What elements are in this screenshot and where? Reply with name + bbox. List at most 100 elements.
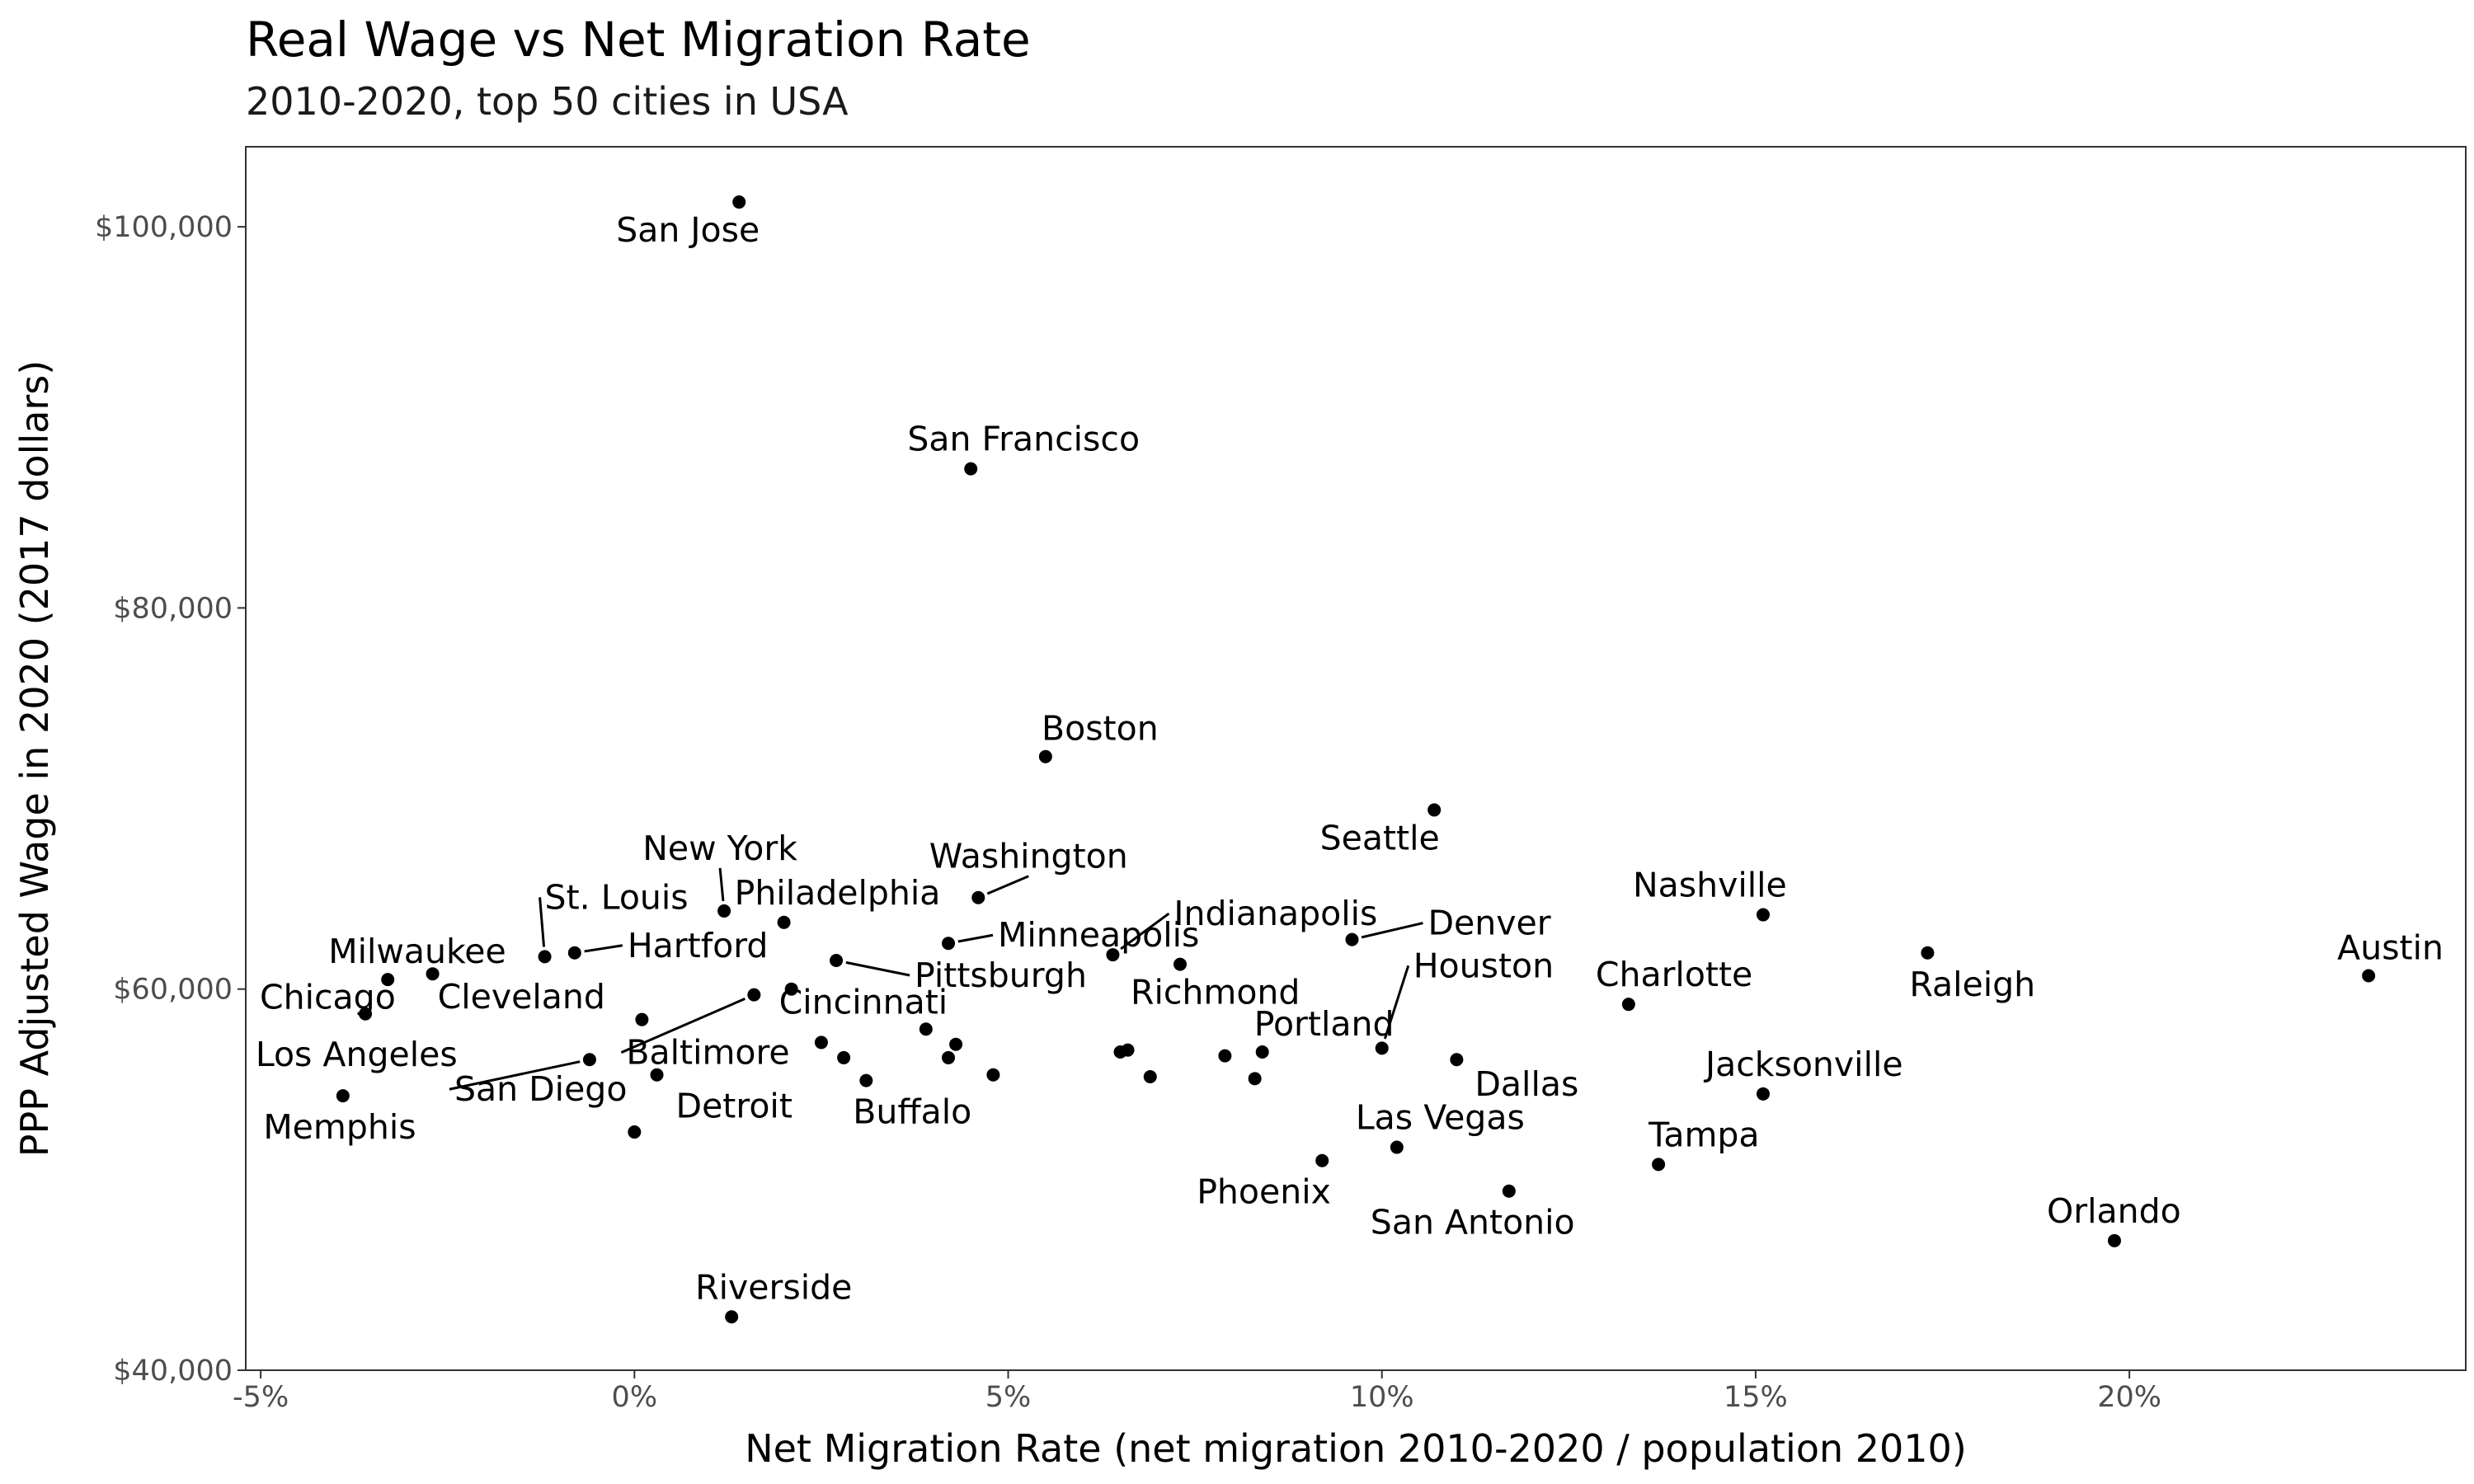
leader-washington (986, 875, 1029, 895)
point-portland (1255, 1045, 1269, 1059)
label-austin: Austin (2337, 928, 2443, 968)
point-unlabeled (919, 1022, 933, 1036)
label-cincinnati: Cincinnati (779, 983, 948, 1022)
x-tick-label: 0% (612, 1381, 658, 1414)
label-portland: Portland (1254, 1004, 1395, 1044)
point-cincinnati (784, 982, 798, 996)
point-memphis (628, 1125, 642, 1139)
x-tick-label: -5% (233, 1381, 289, 1414)
label-jacksonville: Jacksonville (1703, 1045, 1903, 1084)
point-unlabeled (986, 1068, 1000, 1082)
label-boston: Boston (1042, 709, 1159, 749)
point-san-diego (582, 1053, 596, 1067)
point-unlabeled (1121, 1043, 1135, 1057)
label-nashville: Nashville (1633, 866, 1787, 905)
point-unlabeled (635, 1012, 649, 1026)
point-cleveland (426, 967, 440, 981)
point-san-antonio (1502, 1184, 1516, 1198)
point-unlabeled (814, 1036, 828, 1050)
point-denver (1345, 932, 1359, 946)
label-orlando: Orlando (2047, 1191, 2181, 1231)
label-washington: Washington (929, 837, 1128, 876)
point-washington (971, 890, 985, 904)
leader-houston (1383, 965, 1410, 1040)
label-tampa: Tampa (1648, 1115, 1759, 1154)
x-axis-title: Net Migration Rate (net migration 2010-2… (745, 1426, 1967, 1471)
point-los-angeles (336, 1089, 350, 1103)
label-minneapolis: Minneapolis (998, 915, 1199, 955)
point-minneapolis (942, 937, 956, 951)
x-tick-label: 5% (985, 1381, 1032, 1414)
point-detroit (650, 1068, 664, 1082)
point-unlabeled (942, 1050, 956, 1064)
label-san-francisco: San Francisco (907, 420, 1140, 459)
plot-panel (245, 146, 2467, 1371)
point-labels: San Jose San Francisco Boston Seattle Washin… (256, 210, 2443, 1307)
point-unlabeled (1248, 1072, 1262, 1086)
point-boston (1038, 749, 1052, 763)
x-axis: -5% 0% 5% 10% 15% 20% (233, 1370, 2161, 1414)
point-unlabeled (949, 1037, 963, 1051)
leader-st-louis (539, 897, 546, 947)
leader-new-york (718, 867, 725, 902)
leader-minneapolis (957, 933, 994, 943)
point-raleigh (1921, 946, 1935, 960)
label-milwaukee: Milwaukee (328, 932, 506, 971)
label-new-york: New York (642, 829, 797, 868)
x-tick-label: 15% (1724, 1381, 1788, 1414)
point-orlando (2107, 1233, 2121, 1247)
point-chicago (359, 1007, 373, 1021)
point-san-jose (732, 195, 746, 209)
y-tick-label: $80,000 (113, 592, 233, 625)
label-charlotte: Charlotte (1596, 955, 1752, 994)
x-tick-label: 20% (2097, 1381, 2161, 1414)
point-unlabeled (837, 1050, 851, 1064)
label-hartford: Hartford (628, 926, 769, 965)
point-dallas (1450, 1053, 1464, 1067)
label-seattle: Seattle (1320, 818, 1440, 857)
point-milwaukee (381, 973, 395, 987)
y-axis: $40,000 $60,000 $80,000 $100,000 (95, 211, 246, 1388)
point-charlotte (1621, 998, 1635, 1012)
point-jacksonville (1756, 1087, 1770, 1101)
label-memphis: Memphis (263, 1107, 416, 1147)
label-indianapolis: Indianapolis (1174, 894, 1377, 933)
point-richmond (1173, 957, 1187, 971)
point-austin (2362, 969, 2376, 983)
point-houston (1375, 1041, 1389, 1055)
point-san-francisco (964, 462, 978, 476)
label-denver: Denver (1427, 904, 1550, 943)
label-san-diego: San Diego (454, 1069, 627, 1109)
point-tampa (1652, 1158, 1666, 1172)
leader-san-diego (449, 1060, 581, 1091)
y-tick-label: $40,000 (113, 1355, 233, 1388)
x-tick-label: 10% (1350, 1381, 1414, 1414)
label-leader-lines (449, 867, 1423, 1091)
label-san-antonio: San Antonio (1371, 1203, 1575, 1242)
leader-hartford (584, 944, 623, 953)
chart-title: Real Wage vs Net Migration Rate (246, 12, 1031, 68)
point-indianapolis (1106, 948, 1120, 962)
label-richmond: Richmond (1131, 973, 1300, 1012)
point-las-vegas (1390, 1140, 1404, 1154)
point-riverside (725, 1310, 739, 1324)
point-buffalo (859, 1073, 873, 1087)
label-pittsburgh: Pittsburgh (915, 956, 1087, 995)
label-baltimore: Baltimore (626, 1033, 789, 1073)
y-axis-title: PPP Adjusted Wage in 2020 (2017 dollars) (12, 360, 57, 1157)
point-unlabeled (1218, 1049, 1232, 1063)
label-philadelphia: Philadelphia (735, 873, 941, 913)
point-st-louis (538, 950, 552, 964)
label-cleveland: Cleveland (438, 977, 605, 1017)
point-philadelphia (777, 915, 791, 929)
point-seattle (1427, 803, 1442, 817)
label-buffalo: Buffalo (853, 1092, 971, 1132)
label-phoenix: Phoenix (1197, 1172, 1331, 1212)
chart-subtitle: 2010-2020, top 50 cities in USA (246, 79, 849, 124)
leader-denver (1361, 922, 1423, 939)
label-dallas: Dallas (1475, 1064, 1578, 1104)
leader-indianapolis (1120, 912, 1170, 951)
label-riverside: Riverside (695, 1267, 852, 1307)
point-phoenix (1315, 1153, 1329, 1167)
